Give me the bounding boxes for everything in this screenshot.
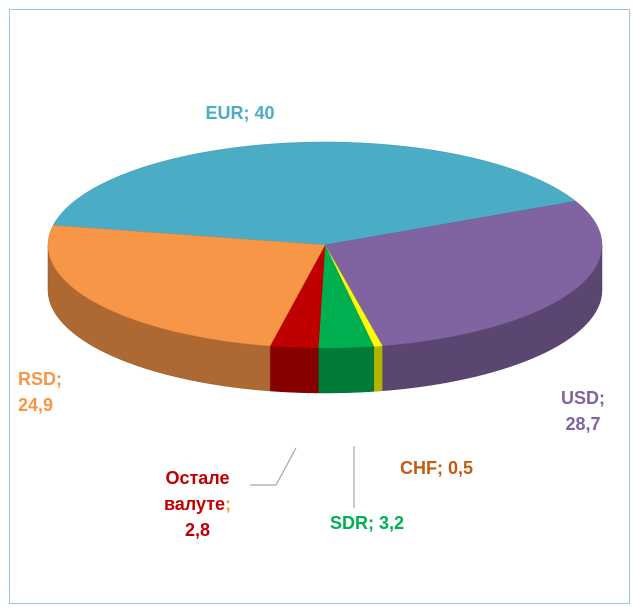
label-value: 3,2 bbox=[379, 513, 405, 533]
label-value: 0,5 bbox=[448, 458, 474, 478]
label-separator: ; bbox=[368, 513, 375, 533]
pie-slice bbox=[52, 141, 577, 246]
label-category: EUR bbox=[205, 103, 244, 123]
data-label: USD; 28,7 bbox=[548, 385, 618, 437]
label-category: CHF bbox=[400, 458, 437, 478]
data-label: Остале валуте; 2,8 bbox=[150, 465, 245, 543]
data-label: CHF; 0,5 bbox=[400, 455, 510, 481]
frame bbox=[9, 9, 630, 604]
data-label: RSD; 24,9 bbox=[18, 366, 73, 418]
label-separator: ; bbox=[225, 494, 232, 514]
pie-side bbox=[318, 346, 374, 394]
pie-side bbox=[373, 345, 383, 392]
label-value: 2,8 bbox=[184, 520, 211, 540]
data-label: SDR; 3,2 bbox=[330, 510, 440, 536]
pie-slice bbox=[47, 225, 326, 347]
label-category: Остале валуте bbox=[163, 468, 230, 514]
label-category: SDR bbox=[330, 513, 369, 533]
leader-line bbox=[250, 447, 297, 486]
pie-slice bbox=[318, 244, 375, 349]
pie-side bbox=[269, 345, 319, 394]
label-value: 40 bbox=[254, 103, 275, 123]
label-separator: ; bbox=[599, 388, 605, 408]
pie-tops bbox=[47, 141, 603, 349]
label-value: 24,9 bbox=[18, 395, 54, 415]
label-separator: ; bbox=[56, 369, 63, 389]
label-category: USD bbox=[560, 388, 599, 408]
data-label: EUR; 40 bbox=[160, 100, 320, 126]
label-separator: ; bbox=[243, 103, 250, 123]
label-separator: ; bbox=[437, 458, 443, 478]
label-value: 28,7 bbox=[565, 414, 601, 434]
pie-slice bbox=[324, 200, 603, 347]
label-category: RSD bbox=[18, 369, 57, 389]
